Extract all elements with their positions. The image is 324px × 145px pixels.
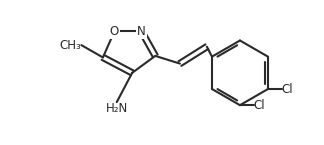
Text: H₂N: H₂N xyxy=(106,102,128,115)
Text: N: N xyxy=(137,25,146,38)
Text: CH₃: CH₃ xyxy=(60,39,81,52)
Text: O: O xyxy=(110,25,119,38)
Text: Cl: Cl xyxy=(254,99,265,112)
Text: Cl: Cl xyxy=(282,83,294,96)
